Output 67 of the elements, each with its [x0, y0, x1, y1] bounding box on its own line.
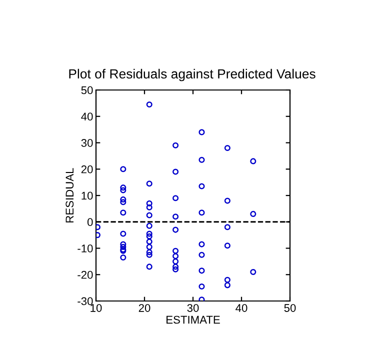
point — [146, 244, 152, 250]
point — [120, 187, 126, 194]
point — [172, 264, 179, 270]
point — [224, 276, 230, 283]
x-tick-label: 30 — [187, 304, 199, 312]
point — [224, 282, 230, 288]
point — [146, 249, 152, 256]
x-tick-label: 20 — [138, 304, 150, 312]
point — [146, 233, 152, 240]
point — [120, 244, 126, 250]
point — [146, 252, 152, 258]
point — [146, 204, 152, 210]
y-tick-label: -20 — [78, 270, 93, 279]
point — [172, 266, 179, 272]
point — [198, 183, 205, 190]
point — [146, 212, 152, 218]
point — [250, 158, 256, 164]
point — [198, 156, 205, 163]
point — [172, 253, 179, 260]
point — [198, 252, 205, 258]
point — [146, 222, 152, 229]
x-tick-label: 50 — [284, 304, 296, 312]
point — [198, 129, 205, 136]
point — [172, 195, 179, 202]
x-tick-label: 40 — [236, 304, 248, 312]
point — [120, 196, 126, 202]
point — [250, 268, 256, 276]
y-tick-label: -10 — [78, 244, 93, 252]
point — [172, 258, 179, 264]
y-axis-title: RESIDUAL — [66, 168, 74, 222]
point — [146, 101, 152, 108]
point — [172, 226, 179, 233]
point — [198, 268, 205, 274]
y-tick-label: 20 — [81, 165, 93, 174]
point — [198, 283, 205, 290]
point — [146, 230, 152, 237]
point — [198, 210, 205, 216]
point — [120, 199, 126, 206]
y-tick-label: 10 — [82, 192, 93, 200]
y-tick-label: 40 — [81, 112, 93, 121]
point — [198, 241, 205, 248]
point — [250, 210, 256, 217]
point — [172, 214, 179, 220]
y-tick-label: 0 — [87, 218, 93, 226]
x-axis-title: ESTIMATE — [166, 316, 220, 324]
point — [224, 224, 230, 230]
x-tick-label: 10 — [90, 304, 102, 312]
point — [146, 200, 152, 206]
point — [120, 254, 126, 261]
point — [120, 241, 126, 248]
point — [120, 210, 126, 216]
y-tick-label: 30 — [81, 139, 93, 147]
point — [172, 168, 179, 175]
point — [224, 144, 230, 152]
point — [146, 180, 152, 187]
y-tick-label: -30 — [78, 297, 93, 306]
y-tick-label: 50 — [81, 86, 93, 94]
point — [120, 230, 126, 237]
point — [146, 238, 152, 245]
point — [146, 264, 152, 270]
point — [224, 242, 230, 249]
point — [120, 184, 126, 191]
point — [172, 248, 179, 254]
point — [120, 166, 126, 172]
point — [224, 198, 230, 204]
point — [172, 142, 179, 148]
chart-title: Plot of Residuals against Predicted Values — [69, 68, 316, 82]
